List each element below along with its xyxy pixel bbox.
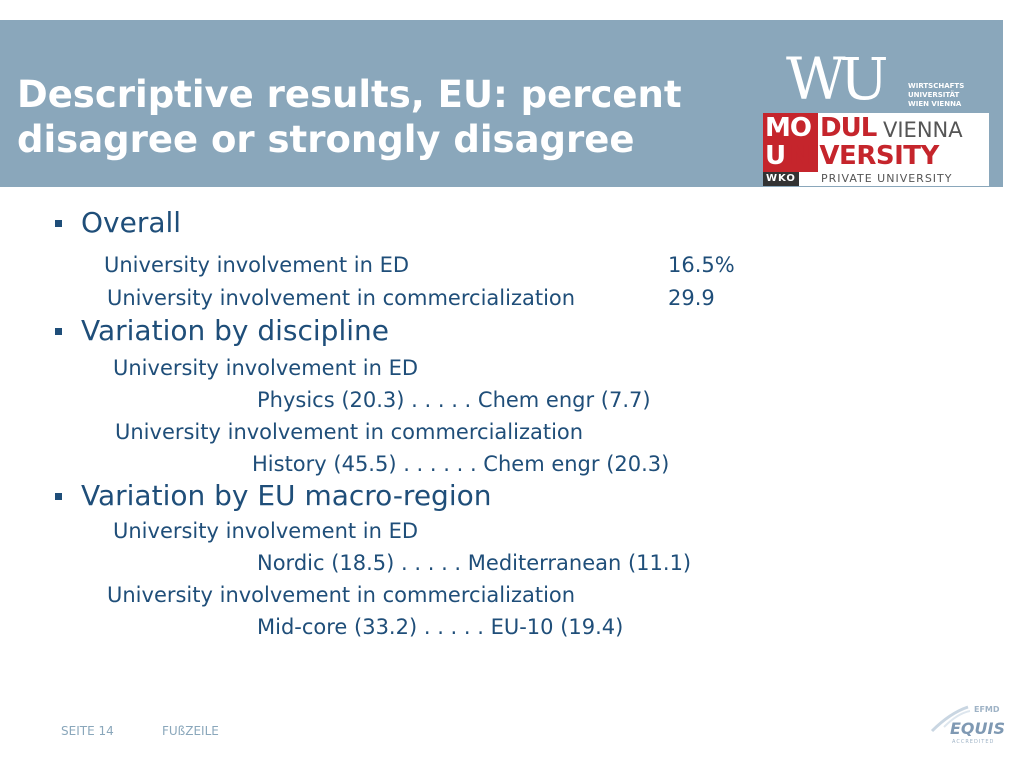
bullet-heading-overall: Overall [81,206,182,239]
slide-title-line1: Descriptive results, EU: percent [17,73,682,116]
equis-swoosh-icon [930,705,970,733]
bullet-heading-discipline: Variation by discipline [81,314,389,347]
footer-label: FUßZEILE [162,724,219,738]
wu-logo-mark: WU [786,45,888,113]
discipline-comm-label: University involvement in commercializat… [115,420,584,444]
region-ed-detail: Nordic (18.5) . . . . . Mediterranean (1… [257,551,692,575]
wko-logo: WKO [763,172,799,186]
discipline-ed-label: University involvement in ED [113,356,419,380]
bullet-icon [53,218,63,228]
overall-comm-label: University involvement in commercializat… [107,286,576,310]
modul-university-logo: MO DUL VIENNA U NIVERSITY WKO PRIVATE UN… [763,113,989,186]
slide-title: Descriptive results, EU: percent disagre… [17,72,682,162]
wu-logo-text: WIRTSCHAFTS UNIVERSITÄT WIEN VIENNA [908,82,965,108]
bullet-icon [53,326,63,336]
overall-ed-label: University involvement in ED [104,253,410,277]
page-number: SEITE 14 [61,724,114,738]
slide-title-line2: disagree or strongly disagree [17,118,635,161]
bullet-heading-region: Variation by EU macro-region [81,479,492,512]
modul-logo-bar: WKO PRIVATE UNIVERSITY [763,172,989,186]
overall-comm-value: 29.9 [668,286,715,310]
bullet-icon [53,491,63,501]
equis-logo: EFMD EQUIS ACCREDITED [930,697,1010,751]
discipline-comm-detail: History (45.5) . . . . . . Chem engr (20… [252,452,670,476]
region-ed-label: University involvement in ED [113,519,419,543]
overall-ed-value: 16.5% [668,253,735,277]
region-comm-detail: Mid-core (33.2) . . . . . EU-10 (19.4) [257,615,624,639]
discipline-ed-detail: Physics (20.3) . . . . . Chem engr (7.7) [257,388,651,412]
wu-logo: WU WIRTSCHAFTS UNIVERSITÄT WIEN VIENNA [786,48,996,112]
region-comm-label: University involvement in commercializat… [107,583,576,607]
modul-logo-red-block [763,113,818,172]
